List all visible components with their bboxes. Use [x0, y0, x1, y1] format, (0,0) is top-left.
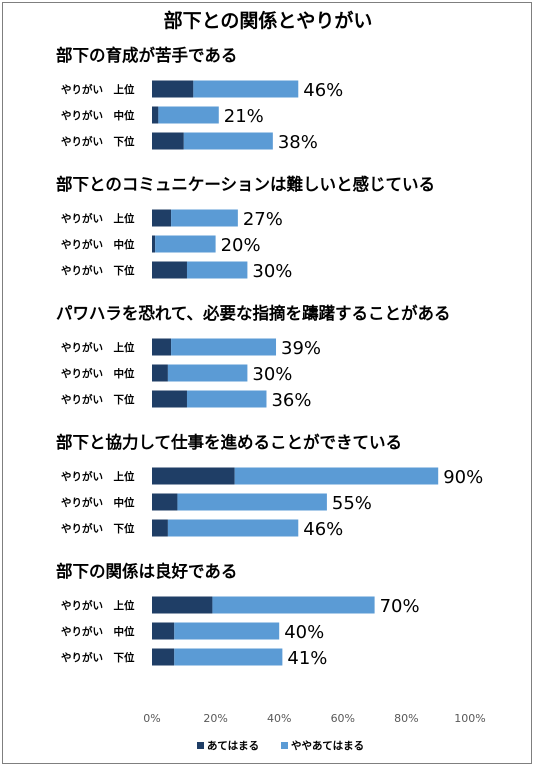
bar-segment-yaya-atehamaru — [193, 80, 299, 98]
bar-segment-atehamaru — [152, 622, 175, 640]
group-title: 部下とのコミュニケーションは難しいと感じている — [56, 174, 435, 194]
value-label: 38% — [278, 132, 318, 153]
category-label: やりがい 下位 — [61, 651, 135, 664]
bar-segment-atehamaru — [152, 132, 184, 150]
value-label: 39% — [281, 338, 321, 359]
legend-label: ややあてはまる — [291, 739, 364, 752]
category-label: やりがい 下位 — [61, 135, 135, 148]
bar-row: やりがい 下位 38% — [61, 132, 318, 153]
bar-segment-atehamaru — [152, 235, 156, 253]
bar-row: やりがい 上位 39% — [61, 338, 321, 359]
bar-segment-yaya-atehamaru — [177, 493, 327, 511]
bar-segment-atehamaru — [152, 338, 172, 356]
bar-segment-yaya-atehamaru — [174, 648, 283, 666]
category-label: やりがい 中位 — [61, 367, 135, 380]
chart-title: 部下との関係とやりがい — [164, 9, 373, 32]
bar-segment-atehamaru — [152, 519, 168, 537]
bar-row: やりがい 上位 27% — [61, 209, 283, 230]
category-label: やりがい 下位 — [61, 522, 135, 535]
legend-swatch — [281, 742, 288, 749]
value-label: 41% — [287, 648, 327, 669]
x-tick-label: 100% — [454, 712, 485, 725]
value-label: 30% — [252, 364, 292, 385]
value-label: 46% — [303, 80, 343, 101]
bar-segment-atehamaru — [152, 364, 168, 382]
bar-segment-atehamaru — [152, 209, 172, 227]
bar-segment-atehamaru — [152, 106, 159, 124]
bar-row: やりがい 下位 46% — [61, 519, 343, 540]
x-tick-label: 0% — [143, 712, 160, 725]
bar-segment-atehamaru — [152, 648, 175, 666]
category-label: やりがい 下位 — [61, 393, 135, 406]
bar-segment-atehamaru — [152, 467, 235, 485]
bar-segment-atehamaru — [152, 390, 187, 408]
value-label: 30% — [252, 261, 292, 282]
group-title: パワハラを恐れて、必要な指摘を躊躇することがある — [56, 303, 451, 323]
bar-row: やりがい 中位 21% — [61, 106, 264, 127]
bar-segment-yaya-atehamaru — [234, 467, 439, 485]
value-label: 20% — [221, 235, 261, 256]
bar-row: やりがい 中位 30% — [61, 364, 292, 385]
bar-segment-yaya-atehamaru — [158, 106, 219, 124]
group-title: 部下の関係は良好である — [56, 561, 237, 581]
bar-row: やりがい 下位 30% — [61, 261, 292, 282]
value-label: 70% — [380, 596, 420, 617]
bar-segment-yaya-atehamaru — [167, 364, 248, 382]
bar-segment-yaya-atehamaru — [186, 390, 267, 408]
x-tick-label: 40% — [267, 712, 291, 725]
bar-segment-yaya-atehamaru — [212, 596, 375, 614]
legend-item: あてはまる — [197, 739, 259, 752]
category-label: やりがい 中位 — [61, 238, 135, 251]
category-label: やりがい 上位 — [61, 599, 135, 612]
legend-swatch — [197, 742, 204, 749]
bar-segment-atehamaru — [152, 493, 178, 511]
value-label: 55% — [332, 493, 372, 514]
bar-row: やりがい 下位 41% — [61, 648, 327, 669]
value-label: 40% — [284, 622, 324, 643]
category-label: やりがい 上位 — [61, 341, 135, 354]
x-tick-label: 60% — [331, 712, 355, 725]
legend-item: ややあてはまる — [281, 739, 364, 752]
x-tick-label: 20% — [203, 712, 227, 725]
value-label: 27% — [243, 209, 283, 230]
category-label: やりがい 中位 — [61, 496, 135, 509]
bar-segment-atehamaru — [152, 80, 194, 98]
bar-row: やりがい 上位 46% — [61, 80, 343, 101]
bar-row: やりがい 中位 20% — [61, 235, 261, 256]
group-title: 部下と協力して仕事を進めることができている — [56, 432, 402, 452]
bar-row: やりがい 中位 55% — [61, 493, 372, 514]
bar-row: やりがい 下位 36% — [61, 390, 311, 411]
bar-segment-yaya-atehamaru — [186, 261, 248, 279]
category-label: やりがい 上位 — [61, 470, 135, 483]
legend-label: あてはまる — [207, 739, 259, 752]
bar-row: やりがい 中位 40% — [61, 622, 324, 643]
bar-segment-yaya-atehamaru — [174, 622, 280, 640]
bar-segment-atehamaru — [152, 596, 213, 614]
bar-segment-yaya-atehamaru — [183, 132, 273, 150]
category-label: やりがい 上位 — [61, 212, 135, 225]
value-label: 36% — [271, 390, 311, 411]
bar-segment-yaya-atehamaru — [167, 519, 299, 537]
group-title: 部下の育成が苦手である — [56, 45, 237, 65]
value-label: 21% — [224, 106, 264, 127]
value-label: 90% — [443, 467, 483, 488]
x-tick-label: 80% — [394, 712, 418, 725]
value-label: 46% — [303, 519, 343, 540]
category-label: やりがい 中位 — [61, 109, 135, 122]
bar-row: やりがい 上位 90% — [61, 467, 483, 488]
bar-segment-yaya-atehamaru — [171, 209, 238, 227]
category-label: やりがい 下位 — [61, 264, 135, 277]
bar-segment-yaya-atehamaru — [155, 235, 216, 253]
bar-segment-atehamaru — [152, 261, 187, 279]
category-label: やりがい 中位 — [61, 625, 135, 638]
bar-segment-yaya-atehamaru — [171, 338, 277, 356]
bar-row: やりがい 上位 70% — [61, 596, 420, 617]
category-label: やりがい 上位 — [61, 83, 135, 96]
